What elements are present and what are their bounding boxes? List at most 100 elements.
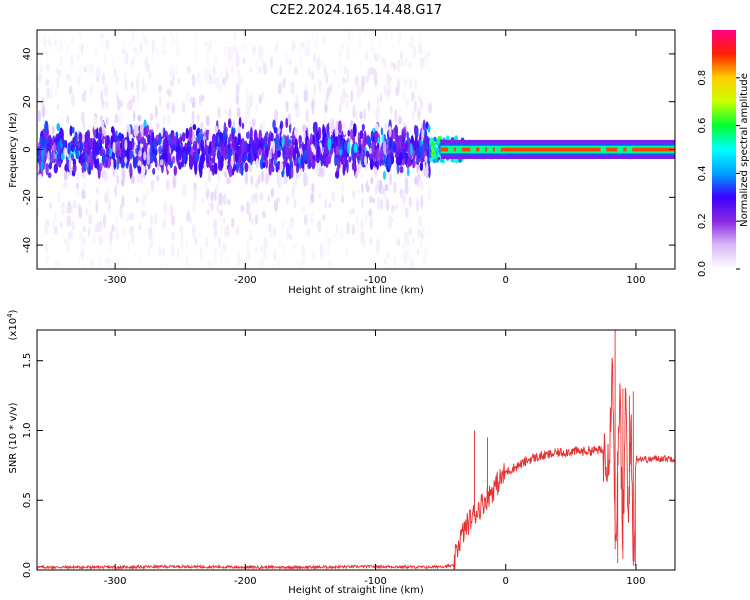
spectrogram-cell <box>361 75 365 88</box>
spectrogram-cell <box>399 51 403 61</box>
spectrogram-cell <box>37 95 41 103</box>
spectrogram-cell <box>376 95 380 106</box>
spectrogram-cell <box>106 189 110 202</box>
spectrogram-cell <box>341 194 344 204</box>
spectrogram-cell <box>240 204 245 213</box>
spectrogram-cell <box>359 111 363 120</box>
spectrogram-cell <box>210 164 213 171</box>
spectrogram-cell <box>355 110 358 121</box>
spectrogram-cell <box>149 147 152 157</box>
spectrogram-cell <box>121 167 126 180</box>
spectrogram-cell <box>357 188 360 195</box>
spectrogram-cell <box>208 39 213 52</box>
spectrogram-cell <box>384 191 387 201</box>
spectrogram-cell <box>395 134 399 143</box>
spectrogram-cell <box>131 174 135 185</box>
spectrogram-cell <box>186 240 189 251</box>
spectrogram-cell <box>56 103 60 111</box>
spectrogram-cell <box>403 77 407 87</box>
spectrogram-cell <box>162 115 166 125</box>
spectrogram-cell <box>244 162 249 173</box>
spectrogram-cell <box>143 193 147 201</box>
spectrogram-cell <box>167 164 171 171</box>
spectrogram-cell <box>135 124 139 136</box>
spectrogram-cell <box>417 229 421 238</box>
spectrogram-cell <box>342 77 346 84</box>
spectrogram-cell <box>350 90 354 103</box>
spectrogram-cell <box>74 131 78 145</box>
spectrogram-cell <box>43 36 47 47</box>
spectrogram-cell <box>352 123 357 137</box>
spectrogram-cell <box>279 136 283 147</box>
spectrogram-cell <box>151 153 156 160</box>
spectrogram-cell <box>337 160 341 169</box>
spectrogram-cell <box>222 77 226 86</box>
spectrogram-cell <box>324 198 328 209</box>
spectrogram-cell <box>68 216 71 227</box>
spectrogram-cell <box>186 146 190 155</box>
spectrogram-cell <box>65 73 70 81</box>
spectrogram-cell <box>237 131 241 145</box>
spectrogram-cell <box>210 201 214 212</box>
spectrogram-cell <box>420 181 424 191</box>
spectrogram-cell <box>270 132 274 142</box>
spectrogram-cell <box>270 187 274 198</box>
spectrogram-cell <box>418 42 423 55</box>
spectrogram-cell <box>71 126 75 134</box>
spectrogram-cell <box>47 37 52 48</box>
spectrogram-cell <box>187 65 191 74</box>
spectrogram-cell <box>140 136 145 144</box>
spectrogram-cell <box>351 161 356 171</box>
spectrogram-cell <box>302 41 305 49</box>
spectrogram-cell <box>113 133 116 144</box>
spectrogram-cell <box>383 258 387 265</box>
spectrogram-cell <box>75 171 80 183</box>
spectrogram-cell <box>234 30 238 42</box>
spectrogram-cell <box>424 259 428 266</box>
spectrogram-cell <box>352 207 355 215</box>
spectrogram-cell <box>263 154 267 161</box>
spectrogram-cell <box>371 141 375 154</box>
spectrogram-cell <box>224 107 227 114</box>
spectrogram-cell <box>318 191 322 200</box>
spectrogram-cell <box>88 30 93 39</box>
spectrogram-cell <box>369 236 373 246</box>
spectrogram-cell <box>325 156 329 168</box>
spectrogram-cell <box>261 118 266 132</box>
spectrogram-cell <box>316 131 320 142</box>
spectrogram-cell <box>428 102 432 114</box>
spectrogram-cell <box>82 226 87 233</box>
spectrogram-cell <box>37 72 42 84</box>
spectrogram-cell <box>40 98 43 109</box>
spectrogram-cell <box>423 245 428 260</box>
spectrogram-cell <box>76 190 80 198</box>
spectrogram-cell <box>201 94 205 102</box>
spectrogram-cell <box>257 174 261 185</box>
spectrogram-cell <box>390 154 394 165</box>
spectrogram-cell <box>345 247 349 256</box>
spectrogram-cell <box>293 198 297 209</box>
spectrogram-cell <box>81 134 85 143</box>
spectrogram-cell <box>285 136 289 149</box>
spectrogram-cell <box>72 163 77 173</box>
spectrogram-cell <box>291 145 294 155</box>
spectrogram-cell <box>214 227 218 239</box>
spectrogram-cell <box>197 71 201 84</box>
spectrogram-cell <box>184 142 188 150</box>
spectrogram-cell <box>113 68 117 78</box>
spectrogram-cell <box>394 124 398 137</box>
spectrogram-cell <box>199 246 204 257</box>
spectrogram-cell <box>268 149 273 160</box>
spectrogram-cell <box>234 152 239 163</box>
spectrogram-cell <box>283 254 287 263</box>
spectrogram-cell <box>166 179 170 191</box>
spectrogram-cell <box>167 114 171 124</box>
spectrogram-cell <box>368 208 373 218</box>
spectrogram-cell <box>389 172 392 186</box>
spectrogram-cell <box>363 107 366 121</box>
spectrogram-cell <box>149 113 154 121</box>
spectrogram-cell <box>41 104 46 119</box>
spectrogram-cell <box>334 177 339 186</box>
spectrogram-cell <box>258 51 262 60</box>
spectrogram-cell <box>343 142 347 150</box>
